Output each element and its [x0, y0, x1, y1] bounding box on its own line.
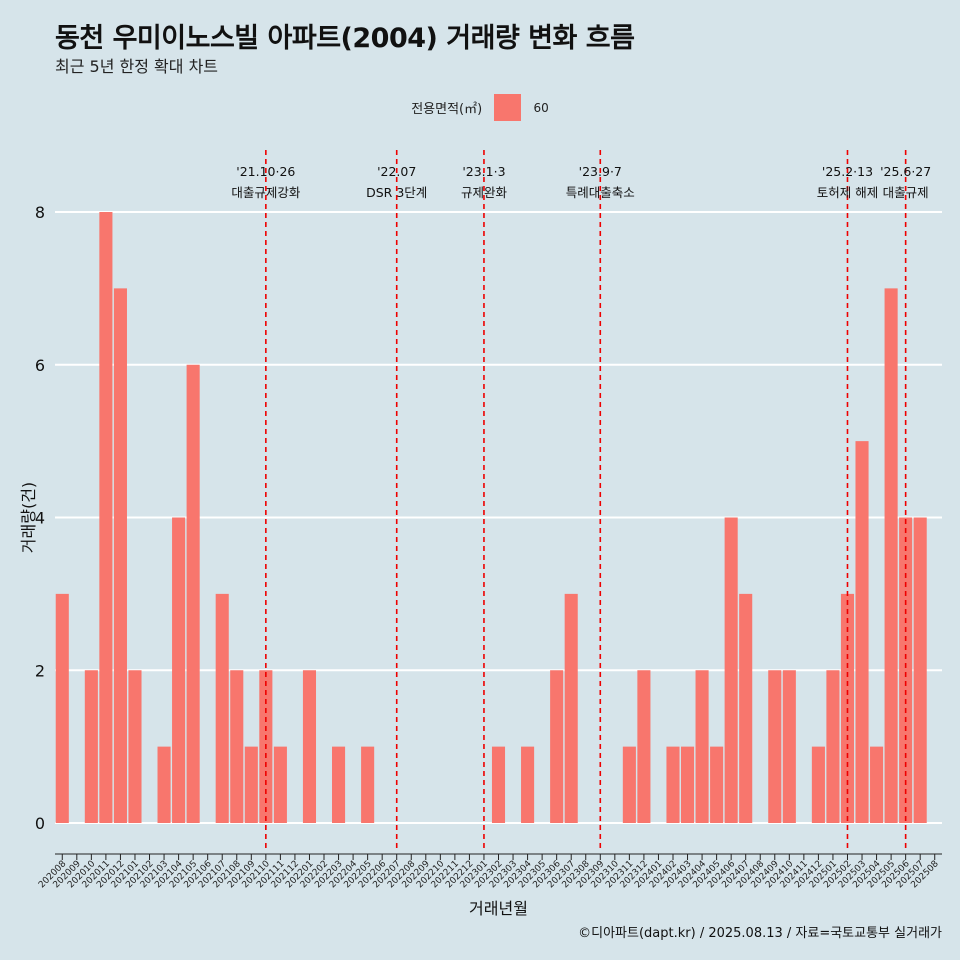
annotation-date: '25.2·13	[822, 164, 873, 179]
bar	[186, 364, 200, 823]
y-axis-title: 거래량(건)	[19, 482, 38, 553]
annotation-date: '23.1·3	[462, 164, 505, 179]
bar	[855, 441, 869, 823]
bar	[826, 670, 840, 823]
annotation-label: 대출규제	[883, 185, 929, 200]
legend-title: 전용면적(㎡)	[411, 102, 483, 117]
bar	[361, 746, 375, 823]
bar	[550, 670, 564, 823]
caption: ©디아파트(dapt.kr) / 2025.08.13 / 자료=국토교통부 실…	[578, 926, 942, 941]
bar	[332, 746, 346, 823]
bar	[84, 670, 98, 823]
bar	[622, 746, 636, 823]
bar	[739, 593, 753, 823]
bar	[811, 746, 825, 823]
y-tick-label: 8	[35, 203, 45, 222]
bar	[273, 746, 287, 823]
annotation-label: 토허제 해제	[817, 185, 878, 200]
bar	[564, 593, 578, 823]
legend-key	[494, 94, 522, 121]
y-tick-label: 2	[35, 661, 45, 680]
bar	[172, 517, 186, 823]
bar	[913, 517, 927, 823]
annotation-date: '22.07	[377, 164, 416, 179]
bar	[99, 212, 113, 823]
bar	[637, 670, 651, 823]
bar	[55, 593, 69, 823]
bar	[680, 746, 695, 823]
annotation-date: '25.6·27	[880, 164, 931, 179]
x-axis-title: 거래년월	[469, 899, 528, 918]
bar	[491, 746, 506, 823]
bar	[695, 670, 709, 823]
bar	[884, 288, 898, 823]
bar	[128, 670, 142, 823]
annotation-date: '23.9·7	[579, 164, 622, 179]
bar	[244, 746, 258, 823]
bar	[724, 517, 738, 823]
bar	[710, 746, 724, 823]
chart-title: 동천 우미이노스빌 아파트(2004) 거래량 변화 흐름	[55, 23, 635, 54]
bar	[782, 670, 796, 823]
bar	[113, 288, 127, 823]
annotation-label: 특례대출축소	[566, 185, 635, 200]
chart-subtitle: 최근 5년 한정 확대 차트	[55, 57, 219, 76]
bar	[157, 746, 171, 823]
y-tick-label: 0	[35, 814, 45, 833]
bar	[302, 670, 317, 823]
y-tick-label: 4	[35, 509, 45, 528]
bar	[521, 746, 535, 823]
bar	[215, 593, 229, 823]
bar	[870, 746, 884, 823]
bar	[230, 670, 244, 823]
bar	[899, 517, 913, 823]
legend: 전용면적(㎡) 60	[0, 94, 960, 121]
legend-label: 60	[533, 100, 549, 115]
bar	[666, 746, 680, 823]
annotation-label: DSR 3단계	[366, 185, 427, 200]
bar	[768, 670, 782, 823]
y-tick-label: 6	[35, 356, 45, 375]
annotation-date: '21.10·26	[236, 164, 295, 179]
annotation-label: 대출규제강화	[231, 185, 301, 200]
annotation-label: 규제완화	[461, 185, 508, 200]
